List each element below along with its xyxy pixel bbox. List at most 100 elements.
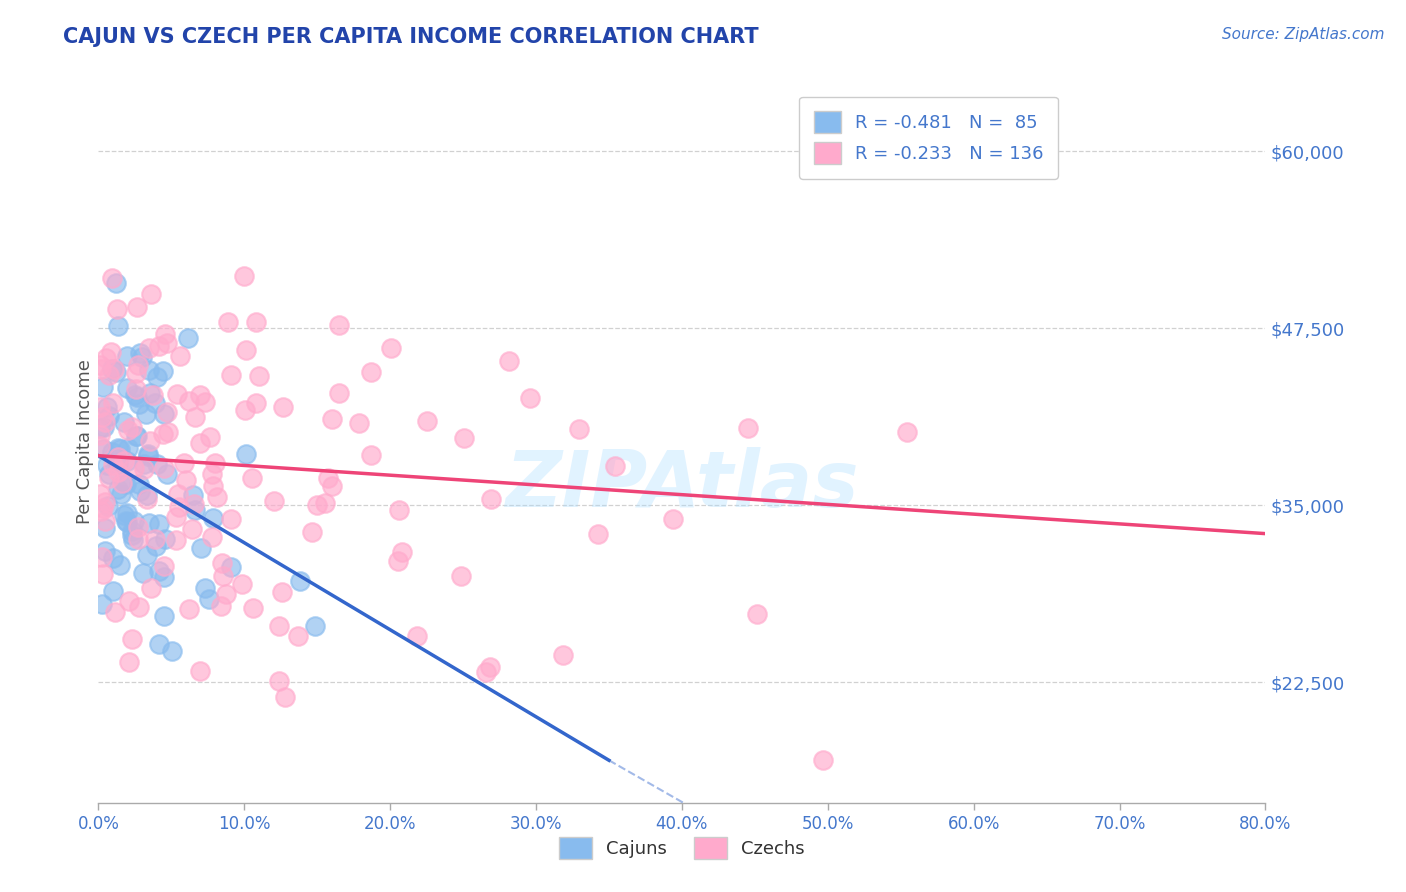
Point	[115, 477, 138, 491]
Point	[267, 674, 290, 689]
Point	[91, 566, 114, 581]
Point	[89, 358, 111, 372]
Point	[139, 434, 162, 448]
Point	[100, 444, 122, 458]
Point	[235, 447, 257, 461]
Point	[129, 345, 152, 359]
Point	[91, 550, 114, 565]
Point	[97, 499, 120, 513]
Point	[328, 385, 350, 400]
Point	[217, 315, 239, 329]
Point	[138, 516, 160, 530]
Point	[148, 516, 170, 531]
Point	[93, 442, 115, 457]
Point	[194, 395, 217, 409]
Point	[184, 503, 207, 517]
Point	[205, 490, 228, 504]
Point	[180, 522, 202, 536]
Point	[177, 331, 200, 345]
Point	[231, 577, 253, 591]
Text: Source: ZipAtlas.com: Source: ZipAtlas.com	[1222, 27, 1385, 42]
Point	[128, 397, 150, 411]
Point	[94, 415, 117, 429]
Point	[406, 630, 429, 644]
Point	[181, 488, 204, 502]
Point	[101, 396, 124, 410]
Point	[153, 327, 176, 342]
Point	[165, 509, 187, 524]
Point	[107, 442, 129, 456]
Point	[184, 409, 207, 424]
Point	[89, 401, 111, 415]
Point	[245, 396, 267, 410]
Point	[115, 515, 138, 529]
Point	[242, 601, 264, 615]
Point	[122, 460, 145, 475]
Point	[271, 400, 294, 414]
Point	[219, 560, 242, 574]
Point	[139, 582, 162, 596]
Point	[121, 632, 143, 646]
Point	[148, 339, 170, 353]
Point	[198, 430, 221, 444]
Point	[169, 349, 191, 363]
Point	[101, 551, 124, 566]
Point	[245, 314, 267, 328]
Point	[89, 487, 111, 501]
Point	[498, 354, 520, 368]
Point	[391, 544, 413, 558]
Point	[143, 396, 166, 410]
Point	[453, 431, 475, 445]
Point	[896, 425, 918, 440]
Point	[111, 476, 134, 491]
Point	[139, 386, 162, 401]
Text: CAJUN VS CZECH PER CAPITA INCOME CORRELATION CHART: CAJUN VS CZECH PER CAPITA INCOME CORRELA…	[63, 27, 759, 46]
Point	[307, 499, 329, 513]
Point	[190, 541, 212, 555]
Point	[138, 449, 160, 463]
Point	[115, 506, 138, 520]
Point	[94, 351, 117, 365]
Point	[148, 637, 170, 651]
Point	[138, 341, 160, 355]
Point	[475, 665, 498, 679]
Point	[316, 471, 339, 485]
Point	[235, 343, 257, 358]
Point	[211, 569, 233, 583]
Point	[112, 415, 135, 429]
Point	[153, 407, 176, 421]
Point	[128, 600, 150, 615]
Point	[321, 412, 343, 426]
Point	[101, 270, 124, 285]
Point	[166, 387, 188, 401]
Point	[97, 471, 120, 485]
Point	[125, 300, 148, 314]
Point	[89, 427, 111, 442]
Point	[96, 458, 118, 472]
Point	[160, 644, 183, 658]
Point	[108, 442, 131, 457]
Point	[117, 423, 139, 437]
Point	[134, 458, 156, 472]
Point	[94, 514, 117, 528]
Point	[380, 341, 402, 355]
Point	[201, 479, 224, 493]
Point	[153, 608, 176, 623]
Point	[105, 302, 128, 317]
Point	[173, 456, 195, 470]
Point	[108, 558, 131, 573]
Point	[93, 419, 115, 434]
Point	[360, 366, 382, 380]
Point	[152, 427, 174, 442]
Point	[90, 504, 112, 518]
Point	[127, 519, 149, 533]
Point	[93, 521, 115, 535]
Point	[127, 390, 149, 404]
Text: ZIPAtlas: ZIPAtlas	[505, 447, 859, 523]
Point	[91, 500, 114, 515]
Point	[135, 548, 157, 562]
Point	[143, 533, 166, 547]
Point	[156, 467, 179, 481]
Point	[138, 363, 160, 377]
Point	[152, 364, 174, 378]
